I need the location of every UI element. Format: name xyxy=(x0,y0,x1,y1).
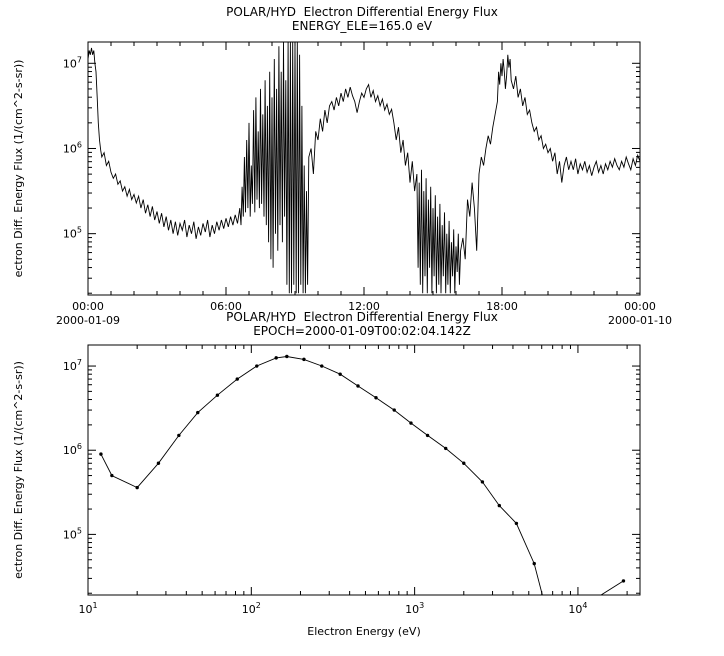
data-point-marker xyxy=(215,393,220,397)
data-point-marker xyxy=(135,485,139,490)
data-point-marker xyxy=(285,354,289,359)
chart-1-data-line xyxy=(88,42,640,294)
data-point-marker xyxy=(480,480,485,484)
data-point-marker xyxy=(274,356,278,360)
data-point-marker xyxy=(196,410,200,415)
y-tick-label: 106 xyxy=(63,140,82,155)
y-tick-label: 105 xyxy=(63,226,82,241)
data-point-marker xyxy=(99,452,103,456)
y-tick-label: 106 xyxy=(63,442,82,457)
x-tick-label: 12:00 xyxy=(348,300,380,313)
data-point-marker xyxy=(177,433,181,438)
x-tick-label: 00:00 xyxy=(624,300,656,313)
data-point-marker xyxy=(255,364,259,368)
data-point-marker xyxy=(374,396,378,400)
data-point-marker xyxy=(514,521,519,526)
data-point-marker xyxy=(110,473,114,478)
x-tick-sublabel: 2000-01-09 xyxy=(56,314,120,327)
data-point-marker xyxy=(392,408,396,412)
data-point-marker xyxy=(532,561,536,566)
data-point-marker xyxy=(338,372,342,376)
y-tick-label: 107 xyxy=(63,358,82,373)
y-axis-label: ectron Diff. Energy Flux (1/(cm^2-s-sr)) xyxy=(12,60,25,278)
data-point-marker xyxy=(156,461,161,465)
x-tick-label: 103 xyxy=(405,601,424,616)
x-tick-label: 06:00 xyxy=(210,300,242,313)
chart2-subtitle: EPOCH=2000-01-09T00:02:04.142Z xyxy=(253,324,471,338)
y-tick-label: 105 xyxy=(63,526,82,541)
chart1-title: POLAR/HYD Electron Differential Energy F… xyxy=(226,5,498,19)
y-tick-label: 107 xyxy=(63,55,82,70)
chart2-title: POLAR/HYD Electron Differential Energy F… xyxy=(226,310,498,324)
x-tick-label: 18:00 xyxy=(486,300,518,313)
data-point-marker xyxy=(497,503,502,508)
data-point-marker xyxy=(356,384,360,388)
data-point-marker xyxy=(425,433,430,438)
data-point-marker xyxy=(302,357,306,362)
x-tick-label: 101 xyxy=(78,601,97,616)
data-point-marker xyxy=(621,579,626,583)
data-point-marker xyxy=(462,461,466,465)
x-tick-label: 104 xyxy=(568,601,587,616)
data-point-marker xyxy=(444,446,448,451)
chart1-subtitle: ENERGY_ELE=165.0 eV xyxy=(291,19,433,33)
data-point-marker xyxy=(235,377,239,381)
chart-2-axes xyxy=(87,344,641,596)
chart-1-axes xyxy=(87,41,641,296)
x-tick-sublabel: 2000-01-10 xyxy=(608,314,672,327)
x-axis-label: Electron Energy (eV) xyxy=(307,625,421,638)
x-tick-label: 00:00 xyxy=(72,300,104,313)
data-point-marker xyxy=(320,364,324,368)
y-axis-label: ectron Diff. Energy Flux (1/(cm^2-s-sr)) xyxy=(12,361,25,579)
x-tick-label: 102 xyxy=(242,601,261,616)
data-point-marker xyxy=(409,421,413,425)
chart-2-data-line xyxy=(100,356,624,595)
